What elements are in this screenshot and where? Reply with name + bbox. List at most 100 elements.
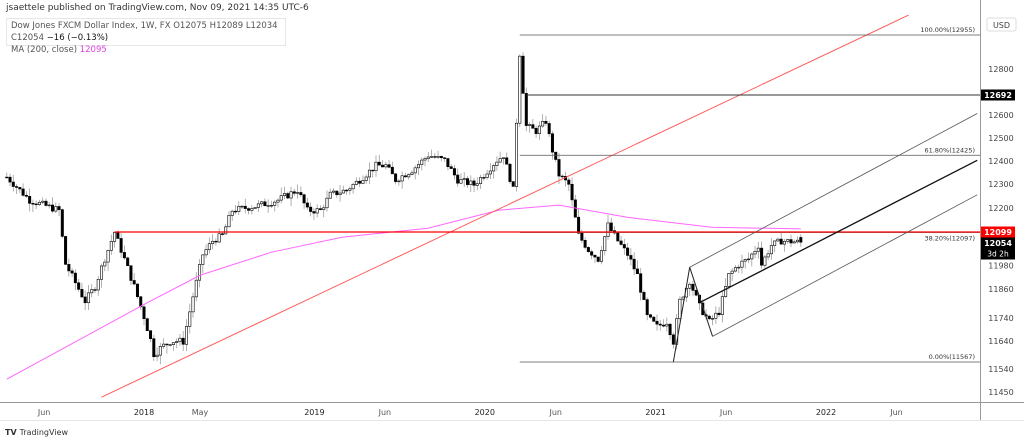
- countdown-label: 3d 2h: [987, 250, 1009, 259]
- candle-bear: [77, 282, 81, 290]
- candle-bear: [28, 196, 32, 204]
- time-tick-label: May: [192, 408, 209, 417]
- candle-bull: [688, 283, 692, 289]
- tradingview-logo[interactable]: TV TradingView: [5, 428, 68, 437]
- candle-bull: [109, 241, 113, 251]
- candle-bear: [371, 169, 375, 172]
- candle-bull: [191, 296, 195, 313]
- symbol-name[interactable]: Dow Jones FXCM Dollar Index, 1W, FX: [11, 21, 171, 31]
- candle-bear: [668, 323, 672, 336]
- candle-bull: [260, 201, 264, 205]
- pitchfork-base: [689, 267, 713, 337]
- candle-bull: [315, 208, 319, 214]
- candle-bull: [106, 250, 110, 263]
- candle-bull: [501, 157, 505, 159]
- candle-bear: [57, 206, 61, 210]
- candle-bear: [70, 270, 74, 274]
- candle-bull: [515, 122, 519, 187]
- candle-bear: [799, 237, 803, 243]
- candle-bull: [201, 254, 205, 265]
- candle-bear: [629, 255, 633, 260]
- currency-label: USD: [993, 21, 1010, 30]
- candle-bull: [485, 173, 489, 178]
- candle-bull: [426, 156, 430, 159]
- candle-bull: [541, 120, 545, 127]
- candle-bull: [776, 238, 780, 242]
- candle-bull: [733, 267, 737, 272]
- candle-bear: [570, 183, 574, 201]
- candle-bear: [547, 123, 551, 135]
- candle-bull: [665, 323, 669, 327]
- candle-bear: [132, 280, 136, 285]
- candle-bear: [671, 334, 675, 345]
- candle-bear: [583, 240, 587, 248]
- candle-bull: [296, 192, 300, 194]
- candle-bear: [152, 338, 156, 358]
- candle-bull: [750, 253, 754, 260]
- candle-bull: [397, 180, 401, 183]
- candle-bull: [37, 201, 41, 205]
- price-tick-label: 11640: [988, 337, 1013, 346]
- candle-bull: [269, 205, 273, 207]
- candle-bull: [740, 260, 744, 268]
- candle-bull: [420, 159, 424, 165]
- candle-bull: [364, 176, 368, 181]
- candle-bear: [387, 164, 391, 168]
- candle-bull: [606, 222, 610, 237]
- candle-bear: [482, 177, 486, 179]
- candle-bull: [430, 156, 434, 158]
- candle-bull: [162, 343, 166, 347]
- candle-bear: [456, 174, 460, 184]
- candle-bull: [763, 256, 767, 266]
- candle-bull: [237, 205, 241, 212]
- candle-bull: [769, 245, 773, 255]
- candle-bear: [645, 299, 649, 316]
- candle-bear: [83, 296, 87, 304]
- candle-bear: [577, 216, 581, 234]
- candle-bull: [325, 197, 329, 209]
- candle-bull: [756, 247, 760, 252]
- candle-bull: [743, 259, 747, 262]
- candle-bull: [96, 278, 100, 291]
- candle-bear: [345, 189, 349, 192]
- candle-bear: [655, 320, 659, 325]
- publisher-line: jsaettele published on TradingView.com, …: [6, 3, 309, 13]
- candle-bear: [557, 159, 561, 177]
- price-tick-label: 12600: [988, 111, 1013, 120]
- candle-bear: [31, 203, 35, 205]
- candle-bull: [469, 180, 473, 185]
- candle-bear: [626, 247, 630, 256]
- candle-bull: [786, 239, 790, 242]
- candle-bear: [505, 157, 509, 165]
- candle-bull: [322, 207, 326, 210]
- candle-bear: [642, 292, 646, 300]
- candle-bear: [142, 306, 146, 320]
- candle-bear: [73, 272, 77, 284]
- candle-bull: [727, 273, 731, 287]
- candle-bear: [789, 239, 793, 244]
- candle-bull: [266, 205, 270, 207]
- candle-bull: [528, 124, 532, 126]
- candle-bear: [616, 232, 620, 242]
- candle-bear: [34, 203, 38, 206]
- candle-bear: [24, 195, 28, 197]
- candle-bull: [361, 180, 365, 184]
- candle-bear: [590, 251, 594, 256]
- candle-bull: [273, 201, 277, 206]
- candle-bull: [256, 203, 260, 208]
- ma-label[interactable]: MA (200, close): [11, 45, 78, 55]
- price-tick-label: 11540: [988, 365, 1013, 374]
- candle-bear: [446, 158, 450, 167]
- candle-bull: [351, 184, 355, 190]
- currency-button[interactable]: [986, 17, 1017, 32]
- time-tick-label: 2020: [475, 408, 495, 417]
- candle-bull: [332, 190, 336, 193]
- candle-bull: [384, 164, 388, 168]
- price-tick-label: 11450: [988, 388, 1013, 397]
- candle-bear: [531, 124, 535, 129]
- candle-bear: [5, 176, 9, 179]
- candle-bull: [240, 205, 244, 208]
- candle-bear: [60, 209, 64, 237]
- candle-bear: [335, 190, 339, 196]
